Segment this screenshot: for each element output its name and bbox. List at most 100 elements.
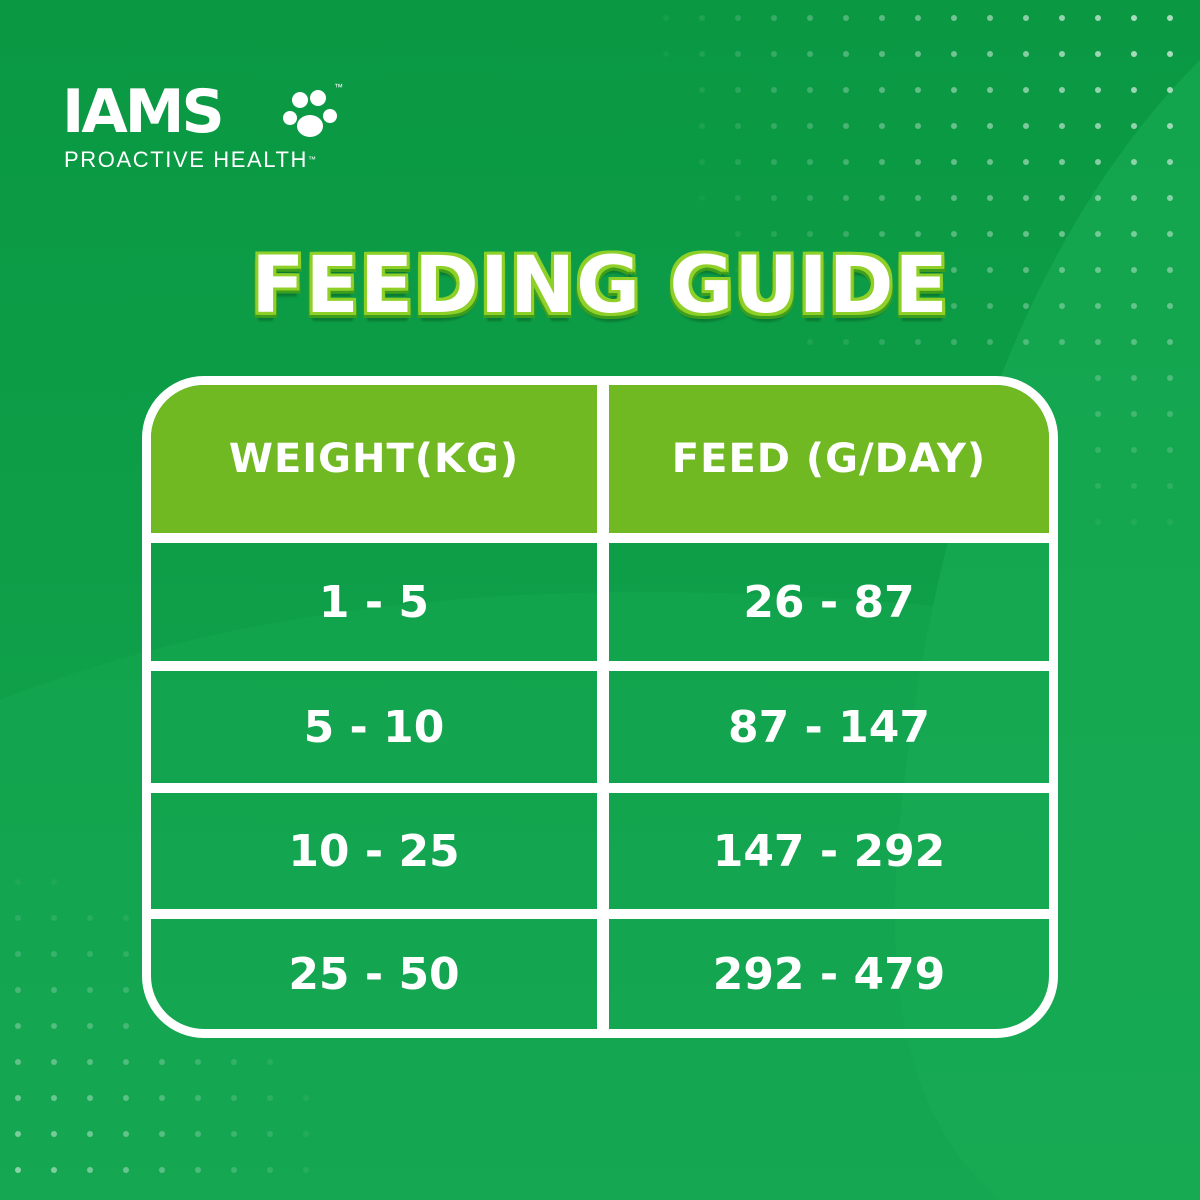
table-row: 1 - 5 26 - 87 — [151, 543, 1049, 661]
halftone-dot — [87, 1059, 93, 1065]
halftone-dot — [1059, 339, 1065, 345]
halftone-dot — [699, 123, 705, 129]
halftone-dot — [1095, 195, 1101, 201]
halftone-dot — [15, 1023, 21, 1029]
halftone-dot — [195, 1131, 201, 1137]
halftone-dot — [15, 1131, 21, 1137]
halftone-dot — [807, 15, 813, 21]
halftone-dot — [1131, 375, 1137, 381]
halftone-dot — [879, 339, 885, 345]
halftone-dot — [51, 951, 57, 957]
halftone-dot — [843, 87, 849, 93]
halftone-dot — [303, 1167, 309, 1173]
halftone-dot — [1131, 87, 1137, 93]
halftone-dot — [879, 123, 885, 129]
halftone-dot — [915, 15, 921, 21]
halftone-dot — [771, 303, 777, 309]
halftone-dot — [771, 51, 777, 57]
halftone-dot — [951, 159, 957, 165]
halftone-dot — [123, 987, 129, 993]
halftone-dot — [1131, 15, 1137, 21]
halftone-dot — [123, 1131, 129, 1137]
halftone-dot — [15, 1095, 21, 1101]
halftone-dot — [699, 195, 705, 201]
page-title: FEEDING GUIDE — [251, 241, 949, 331]
halftone-dot — [879, 231, 885, 237]
halftone-dot — [915, 339, 921, 345]
halftone-dot — [1131, 411, 1137, 417]
halftone-dot — [915, 231, 921, 237]
halftone-dot — [1023, 15, 1029, 21]
halftone-dot — [951, 195, 957, 201]
weight-cell: 25 - 50 — [288, 948, 460, 1000]
halftone-dot — [879, 15, 885, 21]
halftone-dot — [123, 1095, 129, 1101]
halftone-dot — [987, 159, 993, 165]
feeding-table: WEIGHT(KG) FEED (G/DAY) 1 - 5 26 - 87 5 … — [142, 376, 1058, 1038]
halftone-dot — [1167, 15, 1173, 21]
header-weight: WEIGHT(KG) — [151, 385, 597, 533]
paw-icon — [283, 90, 337, 137]
halftone-dot — [51, 987, 57, 993]
halftone-dot — [1023, 195, 1029, 201]
halftone-dot — [51, 915, 57, 921]
halftone-dot — [267, 1131, 273, 1137]
halftone-dot — [1095, 87, 1101, 93]
halftone-dot — [879, 303, 885, 309]
halftone-dot — [1059, 15, 1065, 21]
halftone-dot — [51, 1023, 57, 1029]
halftone-dot — [267, 1167, 273, 1173]
halftone-dot — [951, 123, 957, 129]
halftone-dot — [1167, 267, 1173, 273]
halftone-dot — [159, 1095, 165, 1101]
halftone-dot — [231, 1131, 237, 1137]
halftone-dot — [15, 879, 21, 885]
header-feed: FEED (G/DAY) — [609, 385, 1049, 533]
halftone-dot — [915, 195, 921, 201]
halftone-dot — [87, 987, 93, 993]
halftone-dot — [1167, 519, 1173, 525]
halftone-dot — [771, 123, 777, 129]
halftone-dot — [807, 159, 813, 165]
halftone-dot — [87, 1023, 93, 1029]
halftone-dot — [51, 1059, 57, 1065]
halftone-dot — [1167, 303, 1173, 309]
halftone-dot — [735, 87, 741, 93]
halftone-dot — [699, 87, 705, 93]
halftone-dot — [1095, 519, 1101, 525]
feed-cell: 87 - 147 — [728, 701, 930, 753]
halftone-dot — [159, 1059, 165, 1065]
halftone-dot — [123, 1059, 129, 1065]
halftone-dot — [195, 1059, 201, 1065]
halftone-dot — [915, 51, 921, 57]
halftone-dot — [1167, 411, 1173, 417]
halftone-dot — [807, 303, 813, 309]
iams-logo: IAMS ™ PROACTIVE HEALTH™ — [62, 80, 362, 180]
halftone-dot — [87, 1095, 93, 1101]
halftone-dot — [1167, 483, 1173, 489]
halftone-dot — [807, 231, 813, 237]
halftone-dot — [915, 123, 921, 129]
weight-cell: 10 - 25 — [288, 825, 460, 877]
halftone-dot — [1131, 447, 1137, 453]
halftone-dot — [1023, 339, 1029, 345]
halftone-dot — [1131, 339, 1137, 345]
halftone-dot — [87, 915, 93, 921]
halftone-dot — [951, 267, 957, 273]
halftone-dot — [1131, 159, 1137, 165]
halftone-dot — [843, 15, 849, 21]
halftone-dot — [843, 195, 849, 201]
halftone-dot — [1095, 159, 1101, 165]
halftone-dot — [879, 159, 885, 165]
halftone-dot — [987, 123, 993, 129]
halftone-dot — [951, 51, 957, 57]
halftone-dot — [771, 195, 777, 201]
halftone-dot — [303, 1095, 309, 1101]
halftone-dot — [771, 231, 777, 237]
halftone-dot — [1059, 87, 1065, 93]
halftone-dot — [267, 1059, 273, 1065]
halftone-dot — [51, 1167, 57, 1173]
halftone-dot — [1131, 519, 1137, 525]
halftone-dot — [807, 339, 813, 345]
halftone-dot — [735, 267, 741, 273]
